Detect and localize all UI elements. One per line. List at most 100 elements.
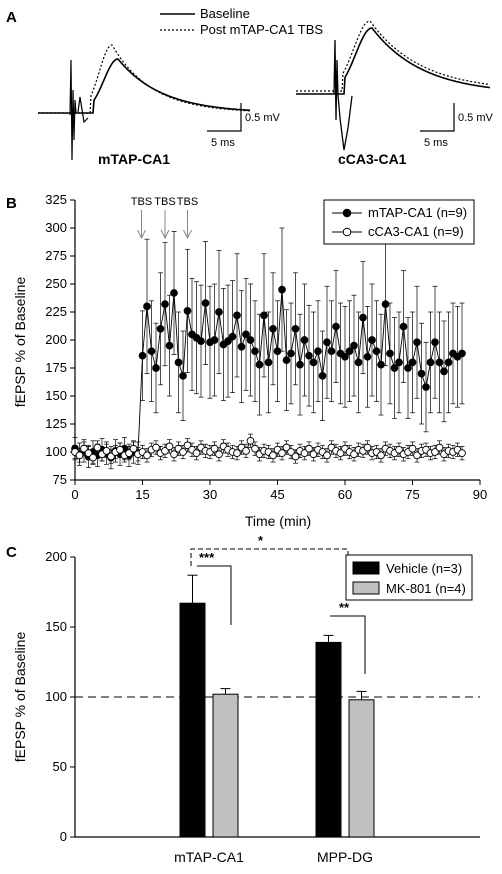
panel-b-xtick-label: 60 [338,487,352,502]
panel-b-xtick-label: 0 [71,487,78,502]
panel-b-point-mtap [314,347,322,356]
panel-b-point-mtap [413,338,421,347]
panel-b-point-mtap [323,338,331,347]
panel-b-point-cca3 [192,449,201,457]
category-label-mpp: MPP-DG [317,849,373,865]
panel-c: 0 50 100 150 200 fEPSP % of Baseline * *** *… [12,533,480,865]
panel-b-point-mtap [269,324,277,333]
panel-b-xtick-label: 15 [135,487,149,502]
legend-mk801-label: MK-801 (n=4) [386,581,466,596]
panel-c-ytick-label: 200 [45,549,67,564]
trace-label-cca3: cCA3-CA1 [338,151,407,167]
panel-b-point-cca3 [408,444,417,453]
panel-b-point-cca3 [413,451,421,460]
panel-b-point-cca3 [165,442,174,451]
trace-cca3-baseline [296,27,491,95]
legend-mk801-swatch [352,581,380,595]
legend-cca3-label: cCA3-CA1 (n=9) [368,224,464,239]
tbs-arrow-head [183,229,192,240]
trace-cca3-post [296,20,491,92]
panel-b-point-cca3 [215,450,223,459]
panel-b-point-mtap [444,358,453,367]
panel-b-point-mtap [260,311,268,320]
scale-voltage-mtap: 0.5 mV [245,112,281,124]
sig-bracket-mtap [197,565,232,625]
panel-b-point-mtap [237,342,246,351]
panel-b-point-mtap [147,347,156,356]
panel-b-point-cca3 [125,449,133,457]
panel-b-point-cca3 [242,447,250,455]
panel-b-point-cca3 [107,452,115,461]
panel-b-ticks: 75 100 125 150 175 200 225 250 275 300 325 0 15 30 45 6… [45,192,487,502]
panel-b-ytick-label: 100 [45,444,67,459]
panel-b-point-cca3 [183,441,192,450]
panel-c-ytick-label: 0 [60,829,67,844]
panel-b-point-mtap [377,360,385,369]
panel-b-point-mtap [372,347,381,356]
panel-b-point-mtap [197,337,205,345]
tbs-label: TBS [177,196,198,208]
panel-b-point-mtap [381,300,390,309]
legend-cca3-marker [342,227,352,237]
panel-b-ytick-label: 325 [45,192,67,207]
panel-b-point-cca3 [89,453,97,462]
panel-b-point-mtap [278,285,286,294]
tbs-arrow-head [160,229,170,240]
panel-b-point-cca3 [300,449,309,457]
panel-b-point-cca3 [75,451,84,460]
panel-b-point-mtap [246,336,255,344]
panel-b-point-mtap [408,358,417,367]
panel-b-point-cca3 [161,447,169,455]
legend-post-label: Post mTAP-CA1 TBS [200,22,323,37]
panel-b-ylabel: fEPSP % of Baseline [12,277,28,408]
panel-b-point-mtap [264,358,273,367]
panel-b-ytick-label: 175 [45,360,67,375]
panel-b-ytick-label: 275 [45,248,67,263]
panel-b-point-mtap [399,322,408,331]
panel-b-point-mtap [143,302,151,311]
bar-mk801 [212,693,239,838]
panel-b-xtick-label: 75 [405,487,419,502]
panel-b-point-cca3 [336,449,345,457]
panel-b-point-mtap [431,338,439,347]
panel-b-point-mtap [161,300,169,309]
panel-b-point-mtap [435,358,444,367]
panel-b-point-mtap [183,307,192,315]
panel-b-ytick-label: 250 [45,276,67,291]
panel-b-point-mtap [417,369,426,378]
panel-label-c: C [6,544,17,561]
sig-bracket-mpp [330,615,366,674]
panel-c-bars [179,574,375,838]
panel-b-point-mtap [390,364,399,372]
panel-b-point-mtap [251,347,259,356]
panel-b-point-cca3 [269,451,277,460]
panel-b-point-mtap [215,308,223,316]
tbs-arrow-head [137,229,146,240]
sig-bracket-mtap-vs-mpp [190,548,349,584]
trace-cca3-ca1 [296,20,491,151]
panel-b-point-mtap [179,371,187,380]
panel-b-point-cca3 [431,448,439,456]
panel-b-point-mtap [174,358,183,367]
panel-c-ytick-label: 100 [45,689,67,704]
panel-b-point-mtap [368,336,376,344]
panel-b-point-mtap [296,360,304,369]
tbs-label: TBS [131,196,152,208]
panel-b-point-mtap [224,337,232,345]
panel-b-xlabel: Time (min) [245,513,311,529]
sig-label-two-star: ** [339,600,350,615]
panel-b-legend-box [323,199,475,245]
panel-b-point-mtap [287,349,295,358]
panel-b-point-mtap [345,347,354,356]
panel-b-ytick-label: 125 [45,416,67,431]
panel-c-ytick-label: 150 [45,619,67,634]
panel-b-point-mtap [332,322,340,331]
panel-b-point-mtap [201,299,210,307]
panel-b-ytick-label: 200 [45,332,67,347]
panel-b-point-mtap [350,341,358,350]
panel-b-point-mtap [422,383,430,391]
panel-b-point-mtap [165,341,174,350]
panel-b-point-cca3 [210,444,219,453]
panel-b-xtick-label: 90 [473,487,487,502]
panel-b-point-mtap [363,352,372,361]
